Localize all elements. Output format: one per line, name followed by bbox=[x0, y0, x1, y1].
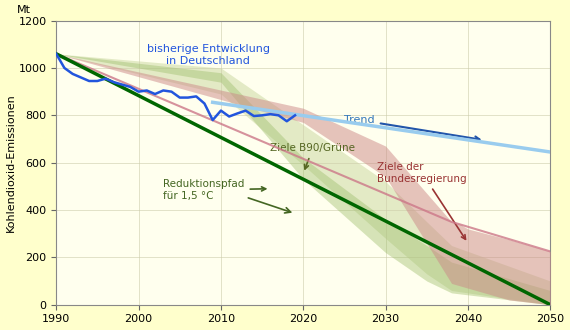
Text: Mt: Mt bbox=[17, 5, 31, 15]
Text: Ziele der
Bundesregierung: Ziele der Bundesregierung bbox=[377, 162, 467, 239]
Text: Reduktionspfad
für 1,5 °C: Reduktionspfad für 1,5 °C bbox=[163, 179, 266, 201]
Text: Ziele B90/Grüne: Ziele B90/Grüne bbox=[270, 143, 355, 169]
Y-axis label: Kohlendioxid-Emissionen: Kohlendioxid-Emissionen bbox=[6, 93, 15, 232]
Text: Trend: Trend bbox=[344, 115, 479, 141]
Text: bisherige Entwicklung
in Deutschland: bisherige Entwicklung in Deutschland bbox=[147, 44, 270, 66]
